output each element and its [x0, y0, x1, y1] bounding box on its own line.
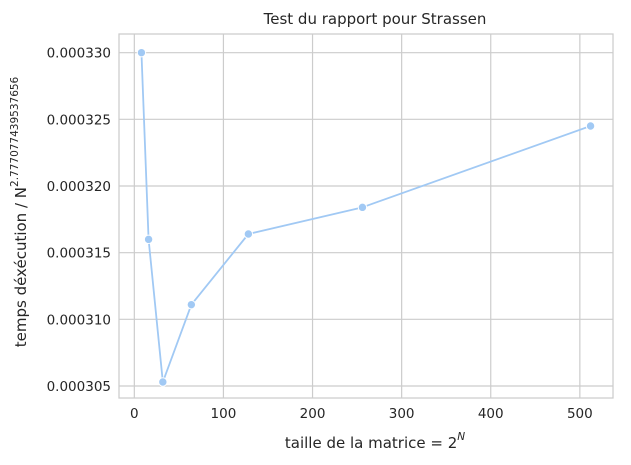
y-tick-label: 0.000320: [47, 179, 111, 195]
y-axis-label-superscript: 2.777077439537656: [9, 76, 21, 187]
y-tick-label: 0.000330: [47, 46, 111, 62]
data-point: [243, 229, 254, 239]
y-tick-label: 0.000305: [47, 379, 111, 395]
y-tick-label: 0.000325: [47, 112, 111, 128]
x-axis-label: taille de la matrice = 2N: [285, 431, 465, 452]
y-axis-label: temps déxécution / N2.777077439537656: [9, 76, 30, 347]
series-layer: [136, 47, 596, 387]
data-point: [585, 121, 596, 131]
x-tick-label: 0: [130, 406, 139, 422]
data-point: [357, 202, 368, 213]
data-point: [186, 299, 197, 310]
grid-lines: [119, 34, 613, 398]
x-axis-label-superscript: N: [457, 431, 465, 443]
y-tick-label: 0.000310: [47, 312, 111, 328]
x-tick-label: 400: [478, 406, 504, 422]
chart-title: Test du rapport pour Strassen: [263, 10, 487, 28]
x-tick-label: 500: [567, 406, 593, 422]
plot-frame: [118, 33, 614, 399]
x-tick-label: 200: [300, 406, 326, 422]
x-tick-label: 300: [389, 406, 415, 422]
series-line: [140, 52, 591, 383]
data-point: [136, 47, 147, 58]
x-tick-labels: 0 100 200 300 400 500: [130, 406, 593, 422]
y-tick-labels: 0.000305 0.000310 0.000315 0.000320 0.000325…: [47, 46, 111, 395]
data-point: [158, 377, 168, 387]
data-point: [143, 234, 154, 245]
y-tick-label: 0.000315: [47, 246, 111, 262]
x-tick-label: 100: [211, 406, 237, 422]
